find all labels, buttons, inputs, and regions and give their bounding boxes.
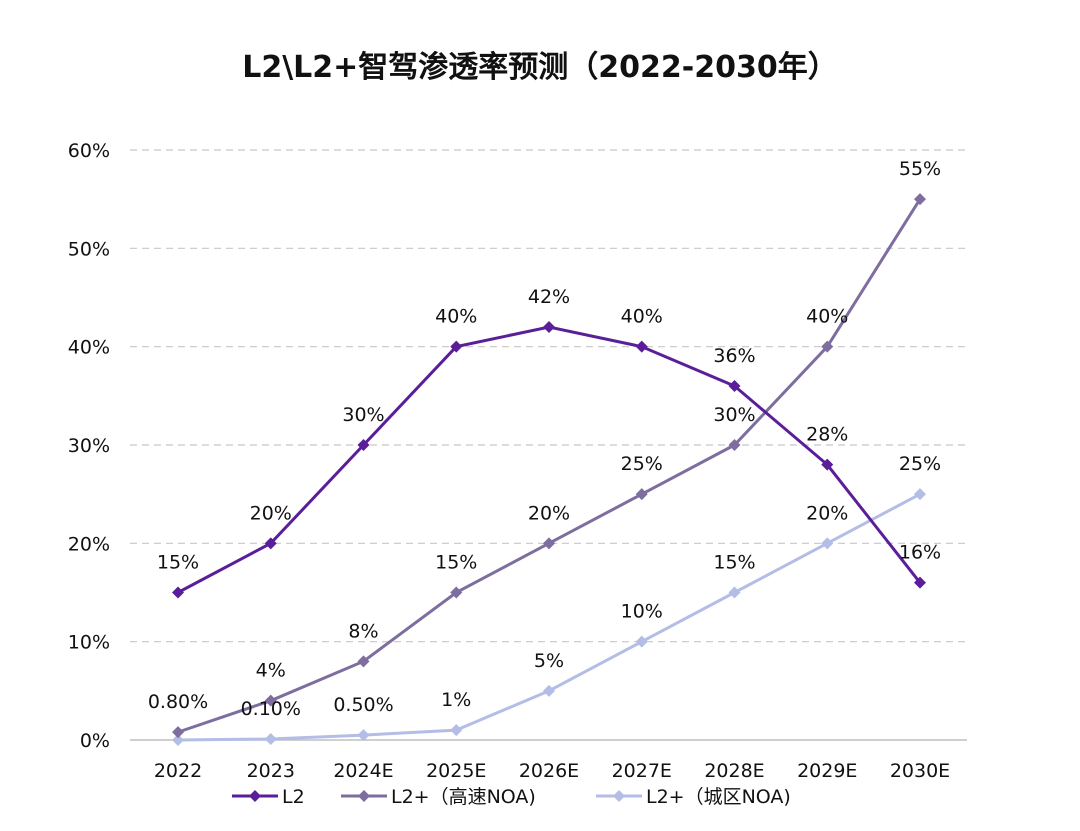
x-tick-label: 2024E: [333, 760, 393, 782]
data-label: 30%: [342, 404, 384, 426]
data-label: 15%: [157, 552, 199, 574]
data-label: 4%: [256, 660, 286, 682]
data-point-marker: [728, 380, 741, 392]
legend-label: L2: [282, 786, 305, 808]
data-label: 55%: [899, 158, 941, 180]
data-point-marker: [821, 458, 834, 471]
data-label: 20%: [250, 502, 292, 524]
data-point-marker: [264, 694, 277, 707]
chart-title: L2\L2+智驾渗透率预测（2022-2030年）: [242, 50, 838, 85]
y-tick-label: 60%: [68, 140, 110, 162]
legend-marker: [249, 790, 261, 802]
x-tick-label: 2023: [247, 760, 295, 782]
data-label: 20%: [528, 502, 570, 524]
data-point-marker: [914, 193, 926, 206]
data-point-marker: [543, 684, 555, 697]
data-point-marker: [172, 726, 184, 739]
data-point-marker: [543, 537, 555, 550]
data-label: 0.80%: [148, 691, 208, 713]
x-tick-label: 2030E: [890, 760, 950, 782]
y-tick-label: 10%: [68, 632, 110, 654]
data-point-marker: [635, 340, 648, 353]
data-label: 36%: [713, 345, 755, 367]
data-label: 20%: [806, 502, 848, 524]
data-label: 28%: [806, 424, 848, 446]
data-label: 40%: [435, 306, 477, 328]
legend-label: L2+（城区NOA): [646, 786, 791, 808]
data-point-marker: [914, 488, 926, 501]
data-label: 8%: [348, 620, 378, 642]
data-point-marker: [357, 729, 370, 742]
data-point-marker: [635, 488, 648, 501]
data-label: 25%: [621, 453, 663, 475]
data-label: 40%: [621, 306, 663, 328]
x-tick-label: 2025E: [426, 760, 486, 782]
data-point-marker: [821, 537, 834, 550]
y-tick-label: 0%: [80, 730, 110, 752]
data-point-marker: [450, 586, 463, 599]
data-point-marker: [914, 576, 926, 589]
y-tick-label: 50%: [68, 238, 110, 260]
x-tick-label: 2028E: [704, 760, 764, 782]
data-label: 42%: [528, 286, 570, 308]
data-label: 5%: [534, 650, 564, 672]
data-label: 10%: [621, 601, 663, 623]
data-point-marker: [543, 321, 555, 333]
data-label: 1%: [441, 689, 471, 711]
data-point-marker: [728, 439, 741, 451]
data-point-marker: [357, 439, 370, 451]
data-point-marker: [172, 586, 184, 599]
legend-marker: [358, 790, 370, 802]
data-point-marker: [821, 340, 834, 353]
data-point-marker: [635, 635, 648, 648]
data-label: 30%: [713, 404, 755, 426]
x-tick-label: 2029E: [797, 760, 857, 782]
x-tick-label: 2027E: [612, 760, 672, 782]
data-point-marker: [264, 537, 277, 550]
data-point-marker: [450, 340, 463, 353]
data-label: 0.50%: [333, 694, 393, 716]
data-label: 40%: [806, 306, 848, 328]
legend-label: L2+（高速NOA): [391, 786, 536, 808]
data-label: 15%: [713, 552, 755, 574]
legend-marker: [613, 790, 625, 802]
data-point-marker: [357, 655, 370, 668]
data-point-marker: [450, 724, 463, 737]
data-label: 15%: [435, 552, 477, 574]
x-tick-label: 2022: [154, 760, 202, 782]
y-tick-label: 20%: [68, 533, 110, 555]
y-tick-label: 40%: [68, 337, 110, 359]
y-tick-label: 30%: [68, 435, 110, 457]
data-point-marker: [264, 733, 277, 746]
data-point-marker: [728, 586, 741, 599]
data-point-marker: [172, 734, 184, 746]
data-label: 25%: [899, 453, 941, 475]
data-label: 0.10%: [241, 698, 301, 720]
data-label: 16%: [899, 542, 941, 564]
x-tick-label: 2026E: [519, 760, 579, 782]
